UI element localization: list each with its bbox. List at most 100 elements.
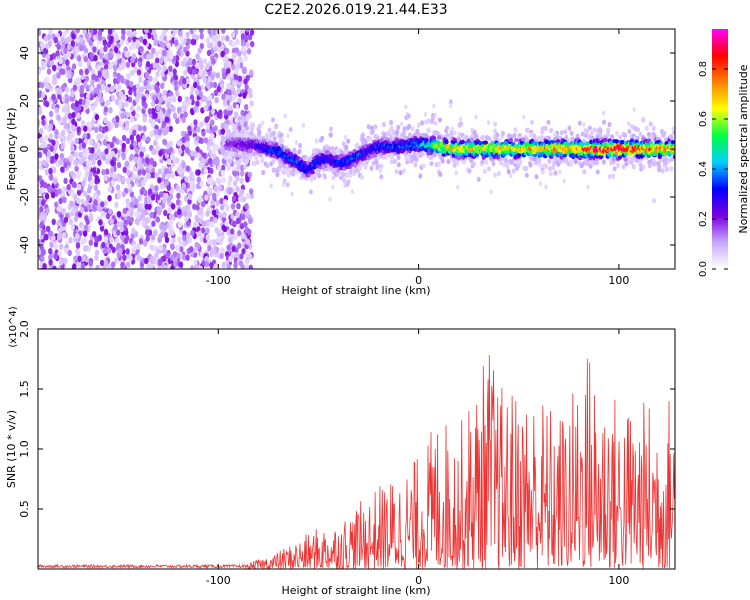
heatmap-cell xyxy=(486,120,491,125)
heatmap-cell xyxy=(89,29,94,34)
heatmap-cell xyxy=(75,197,81,204)
heatmap-cell xyxy=(261,169,266,176)
heatmap-cell xyxy=(168,146,174,154)
heatmap-cell xyxy=(361,132,365,138)
heatmap-cell xyxy=(209,42,214,49)
heatmap-cell xyxy=(51,93,56,101)
heatmap-cell xyxy=(235,38,240,46)
heatmap-cell xyxy=(75,36,81,44)
heatmap-cell xyxy=(208,176,214,184)
heatmap-cell xyxy=(38,248,42,256)
heatmap-cell xyxy=(294,140,298,145)
heatmap-cell xyxy=(132,243,138,251)
heatmap-cell xyxy=(145,235,150,242)
heatmap-cell xyxy=(433,112,437,118)
heatmap-cell xyxy=(116,175,121,183)
heatmap-cell xyxy=(115,53,121,60)
heatmap-cell xyxy=(282,169,287,175)
heatmap-cell xyxy=(343,134,348,140)
heatmap-cell xyxy=(193,246,198,254)
heatmap-cell xyxy=(187,98,192,105)
heatmap-cell xyxy=(219,197,224,205)
heatmap-cell xyxy=(467,168,472,174)
heatmap-cell xyxy=(436,135,442,140)
heatmap-cell xyxy=(38,29,42,36)
heatmap-cell xyxy=(607,174,612,180)
heatmap-cell xyxy=(279,132,284,138)
heatmap-cell xyxy=(206,187,212,195)
heatmap-cell xyxy=(126,215,131,223)
heatmap-cell xyxy=(82,236,88,243)
heatmap-cell xyxy=(154,50,160,58)
heatmap-cell xyxy=(214,96,219,104)
heatmap-cell xyxy=(139,162,144,169)
heatmap-cell xyxy=(359,174,364,180)
heatmap-cell xyxy=(513,127,518,133)
heatmap-cell xyxy=(182,234,187,241)
heatmap-cell xyxy=(146,53,151,61)
heatmap-cell xyxy=(162,65,167,72)
heatmap-cell xyxy=(559,130,564,136)
heatmap-cell xyxy=(598,131,603,137)
heatmap-cell xyxy=(97,205,102,213)
heatmap-cell xyxy=(418,173,423,179)
heatmap-cell xyxy=(394,169,399,175)
heatmap-cell xyxy=(201,130,206,137)
heatmap-cell xyxy=(606,127,611,133)
heatmap-cell xyxy=(611,173,616,179)
heatmap-cell xyxy=(344,144,349,150)
heatmap-cell xyxy=(178,261,184,268)
heatmap-cell xyxy=(99,96,104,104)
heatmap-cell xyxy=(65,122,71,129)
heatmap-cell xyxy=(226,229,231,236)
heatmap-cell xyxy=(459,121,463,127)
heatmap-cell xyxy=(56,43,61,51)
heatmap-cell xyxy=(73,46,79,53)
heatmap-cell xyxy=(157,209,162,216)
heatmap-cell xyxy=(194,89,200,96)
heatmap-cell xyxy=(226,83,231,90)
heatmap-cell xyxy=(137,125,143,132)
heatmap-cell xyxy=(225,204,230,212)
heatmap-cell xyxy=(239,260,244,267)
heatmap-cell xyxy=(74,137,79,145)
heatmap-cell xyxy=(524,172,529,178)
heatmap-cell xyxy=(76,126,81,133)
heatmap-cell xyxy=(540,129,545,135)
heatmap-cell xyxy=(155,70,160,78)
heatmap-cell xyxy=(130,56,135,64)
heatmap-cell xyxy=(235,104,240,109)
heatmap-cell xyxy=(389,119,394,126)
heatmap-cell xyxy=(360,161,365,166)
heatmap-cell xyxy=(60,166,65,173)
heatmap-cell xyxy=(301,123,305,128)
heatmap-cell xyxy=(486,166,491,172)
heatmap-cell xyxy=(44,234,49,241)
heatmap-cell xyxy=(58,88,63,95)
heatmap-cell xyxy=(232,52,238,59)
heatmap-cell xyxy=(538,181,543,187)
heatmap-cell xyxy=(58,58,63,65)
heatmap-cell xyxy=(121,29,126,36)
heatmap-cell xyxy=(346,138,351,144)
heatmap-cell xyxy=(102,39,108,46)
heatmap-cell xyxy=(432,152,437,158)
heatmap-cell xyxy=(616,162,620,168)
heatmap-cell xyxy=(54,153,59,160)
heatmap-cell xyxy=(569,130,574,136)
heatmap-cell xyxy=(223,109,228,116)
heatmap-cell xyxy=(96,133,101,141)
heatmap-cell xyxy=(168,213,174,220)
heatmap-cell xyxy=(454,170,458,176)
heatmap-cell xyxy=(132,129,137,137)
heatmap-cell xyxy=(114,83,119,90)
heatmap-cell xyxy=(205,227,210,234)
heatmap-cell xyxy=(120,261,125,269)
heatmap-cell xyxy=(272,136,277,142)
heatmap-cell xyxy=(549,127,554,133)
heatmap-cell xyxy=(125,177,131,184)
heatmap-cell xyxy=(87,65,92,72)
heatmap-cell xyxy=(446,158,451,165)
heatmap-cell xyxy=(215,199,220,207)
heatmap-cell xyxy=(217,178,222,186)
